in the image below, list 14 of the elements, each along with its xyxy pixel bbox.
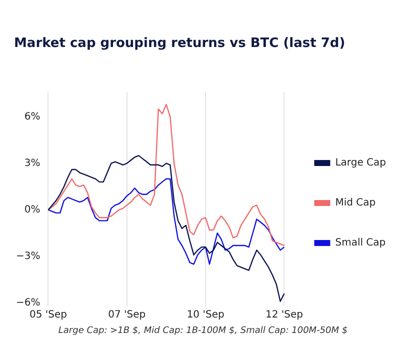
y-tick-label: 3% [24,158,40,169]
chart-title: Market cap grouping returns vs BTC (last 7d) [14,36,346,51]
legend-label: Small Cap [335,238,386,249]
y-tick-label: 6% [24,111,40,122]
x-tick-label: 10 'Sep [186,310,224,321]
x-tick-label: 05 'Sep [29,310,67,321]
y-tick-label: −3% [16,250,40,262]
y-tick-label: 0% [24,204,40,216]
y-tick-label: −6% [16,297,40,308]
legend-label: Mid Cap [335,198,376,209]
x-tick-label: 07 'Sep [108,310,146,321]
text: Large Cap: >1B $, Mid Cap: 1B-100M $, Small Cap: 100M-50M $ [57,326,349,336]
x-tick-label: 12 'Sep [265,310,303,321]
legend-label: Large Cap [335,158,386,169]
